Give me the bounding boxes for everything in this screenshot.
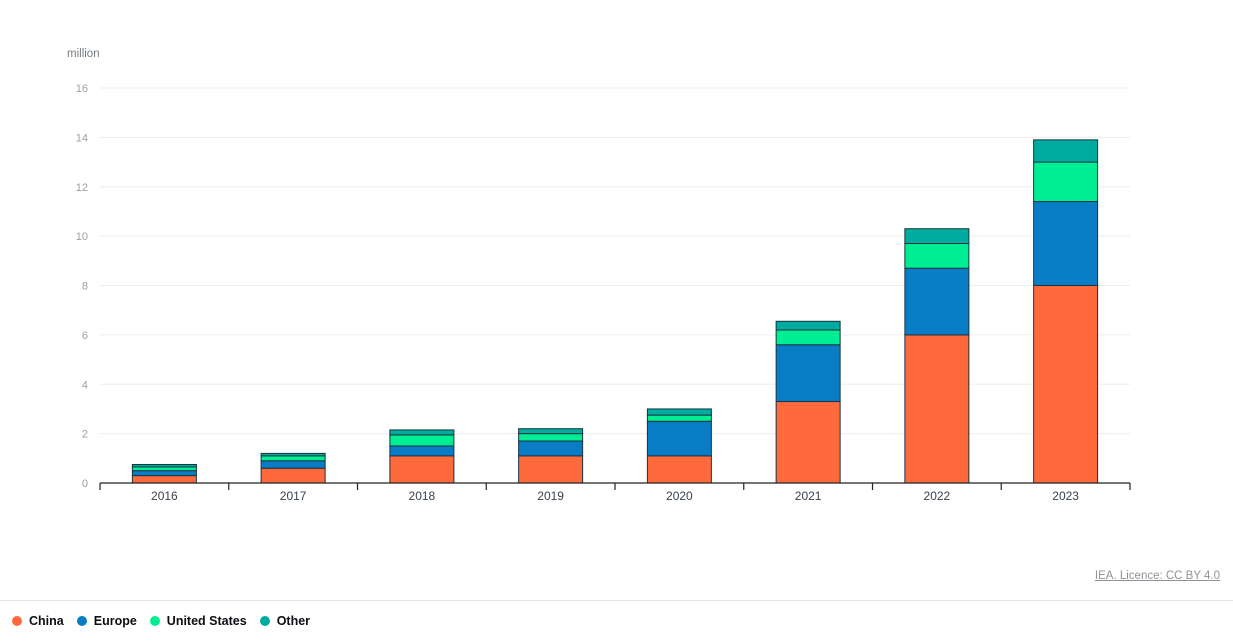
legend-swatch-icon — [76, 616, 87, 626]
legend-label: China — [29, 614, 64, 628]
x-axis-year-label: 2020 — [666, 489, 693, 503]
bar-segment-united-states-2023[interactable] — [1033, 161, 1099, 203]
bar-segment-china-2020[interactable] — [646, 455, 712, 484]
bar-segment-china-2016[interactable] — [131, 475, 197, 484]
bar-segment-other-2021[interactable] — [775, 320, 841, 331]
x-axis-year-label: 2019 — [537, 489, 564, 503]
bar-segment-united-states-2016[interactable] — [131, 466, 197, 472]
y-axis-tick-label: 6 — [82, 330, 88, 342]
bar-segment-europe-2023[interactable] — [1033, 201, 1099, 286]
bar-segment-other-2020[interactable] — [646, 408, 712, 416]
x-axis-year-label: 2018 — [409, 489, 436, 503]
y-axis-tick-label: 0 — [82, 478, 88, 490]
bar-segment-europe-2022[interactable] — [904, 267, 970, 336]
attribution-link[interactable]: IEA. Licence: CC BY 4.0 — [1094, 570, 1220, 582]
bar-segment-china-2022[interactable] — [904, 334, 970, 484]
legend-label: United States — [166, 614, 247, 628]
legend-item-united-states[interactable]: United States — [149, 612, 247, 630]
bar-segment-united-states-2019[interactable] — [518, 433, 584, 442]
bar-segment-other-2016[interactable] — [131, 463, 197, 468]
y-axis-tick-label: 14 — [76, 132, 88, 144]
bar-segment-europe-2019[interactable] — [518, 440, 584, 457]
y-axis-tick-label: 12 — [76, 182, 88, 194]
bar-segment-united-states-2021[interactable] — [775, 329, 841, 346]
bar-segment-other-2023[interactable] — [1033, 139, 1099, 163]
bar-segment-europe-2018[interactable] — [389, 445, 455, 457]
legend-label: Other — [276, 614, 311, 628]
y-axis-tick-label: 16 — [76, 83, 88, 95]
divider — [0, 600, 1233, 601]
y-axis-tick-label: 8 — [82, 281, 88, 293]
bar-segment-united-states-2017[interactable] — [260, 455, 326, 462]
x-axis-year-label: 2016 — [151, 489, 178, 503]
x-axis-year-label: 2021 — [795, 489, 822, 503]
legend-item-china[interactable]: China — [12, 612, 64, 630]
legend-swatch-icon — [259, 616, 270, 626]
bar-segment-china-2018[interactable] — [389, 455, 455, 484]
bar-segment-united-states-2022[interactable] — [904, 243, 970, 269]
y-axis-tick-label: 10 — [76, 231, 88, 243]
x-axis-year-label: 2022 — [924, 489, 951, 503]
bar-segment-china-2021[interactable] — [775, 401, 841, 484]
chart-legend: China Europe United States Other — [12, 612, 310, 630]
x-axis-year-label: 2017 — [280, 489, 307, 503]
bar-segment-united-states-2020[interactable] — [646, 414, 712, 422]
bar-segment-china-2019[interactable] — [518, 455, 584, 484]
y-axis-tick-label: 2 — [82, 429, 88, 441]
legend-item-europe[interactable]: Europe — [76, 612, 137, 630]
legend-swatch-icon — [12, 616, 22, 626]
y-axis-tick-label: 4 — [82, 379, 88, 391]
stacked-bar-chart: 0 2 4 6 8 10 12 14 16 2016 2017 2018 2019 2020 2021 202… — [76, 83, 1131, 503]
bar-segment-other-2017[interactable] — [260, 452, 326, 457]
bar-segment-other-2022[interactable] — [904, 228, 970, 245]
bar-segment-united-states-2018[interactable] — [389, 434, 455, 447]
bar-segment-europe-2020[interactable] — [646, 420, 712, 457]
legend-item-other[interactable]: Other — [259, 612, 311, 630]
bar-segment-europe-2021[interactable] — [775, 344, 841, 403]
x-axis-year-label: 2023 — [1052, 489, 1079, 503]
bar-segment-europe-2017[interactable] — [260, 460, 326, 469]
bar-segment-other-2019[interactable] — [518, 428, 584, 435]
bar-segment-other-2018[interactable] — [389, 429, 455, 436]
legend-swatch-icon — [149, 616, 160, 626]
bar-segment-europe-2016[interactable] — [131, 470, 197, 477]
y-axis-unit-label: million — [67, 48, 100, 60]
legend-label: Europe — [93, 614, 137, 628]
bar-segment-china-2023[interactable] — [1033, 285, 1099, 484]
bar-segment-china-2017[interactable] — [260, 467, 326, 484]
